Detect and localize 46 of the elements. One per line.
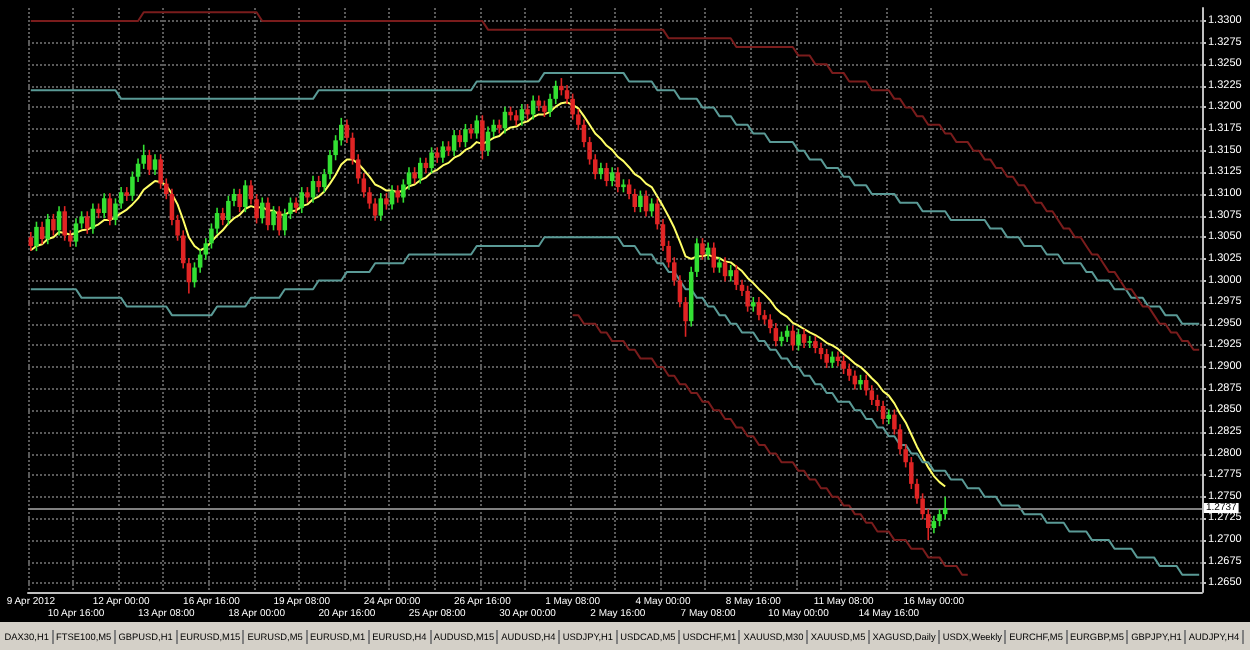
candlestick xyxy=(474,114,479,140)
candlestick xyxy=(807,335,812,349)
candlestick xyxy=(418,156,423,185)
candlestick xyxy=(107,192,113,226)
candlestick xyxy=(28,231,34,252)
candlestick xyxy=(51,213,56,237)
candlestick xyxy=(73,217,79,248)
candlestick xyxy=(378,192,384,222)
candlestick xyxy=(497,118,502,135)
candlestick xyxy=(751,296,756,313)
candlestick xyxy=(700,237,705,261)
candlestick xyxy=(226,194,231,226)
candlestick xyxy=(45,213,51,245)
candlestick xyxy=(440,140,446,164)
candlestick xyxy=(237,188,242,213)
candlestick xyxy=(124,186,130,202)
candlestick xyxy=(147,149,152,176)
candlestick xyxy=(101,192,107,220)
candlestick xyxy=(615,166,621,194)
candlestick xyxy=(649,197,654,218)
candlestick xyxy=(85,210,90,235)
candlestick xyxy=(480,114,485,161)
candlestick xyxy=(734,264,739,291)
line-series xyxy=(29,11,1201,351)
line-series xyxy=(29,101,947,488)
line-series xyxy=(571,314,969,576)
line-series xyxy=(29,71,1201,325)
candlestick xyxy=(463,123,468,149)
candlestick xyxy=(796,328,801,352)
candlestick xyxy=(34,220,39,252)
candlestick xyxy=(801,328,807,349)
candlestick xyxy=(824,348,829,369)
candlestick xyxy=(152,153,158,176)
candlestick xyxy=(62,205,67,242)
candlestick xyxy=(451,129,457,157)
candlestick xyxy=(841,355,846,375)
candlestick xyxy=(609,166,615,188)
candlestick xyxy=(243,179,248,213)
candlestick xyxy=(299,186,304,214)
candlestick xyxy=(745,284,750,313)
candlestick xyxy=(604,162,609,188)
candlestick xyxy=(638,189,643,213)
candlestick xyxy=(271,205,276,232)
candlestick xyxy=(429,146,434,175)
candlestick xyxy=(886,408,891,425)
line-series xyxy=(29,236,1201,576)
